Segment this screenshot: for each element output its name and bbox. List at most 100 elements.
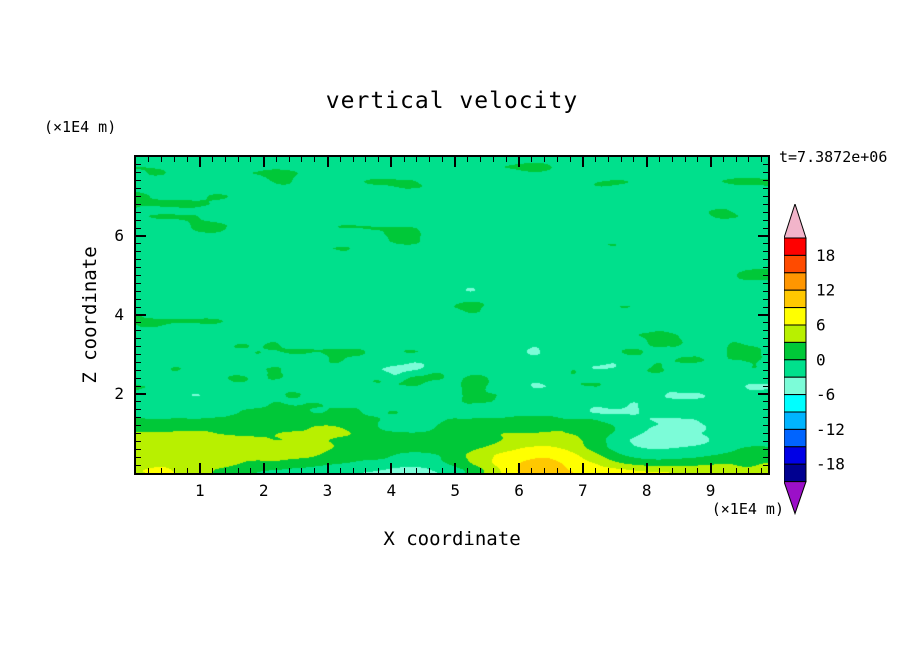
axis-tick	[763, 385, 768, 387]
axis-tick	[595, 468, 597, 473]
axis-tick	[763, 164, 768, 166]
axis-tick	[763, 346, 768, 348]
axis-tick	[763, 243, 768, 245]
axis-tick	[763, 306, 768, 308]
axis-tick	[136, 354, 141, 355]
axis-tick	[763, 180, 768, 182]
axis-tick	[136, 448, 141, 450]
axis-tick	[684, 468, 686, 473]
axis-tick	[136, 456, 141, 458]
axis-tick	[275, 468, 277, 473]
axis-tick	[658, 157, 660, 162]
colorbar-band	[783, 428, 807, 448]
axis-tick	[136, 180, 141, 182]
axis-tick	[326, 157, 329, 167]
axis-tick	[288, 157, 290, 162]
axis-tick	[763, 282, 768, 284]
axis-tick	[136, 306, 141, 308]
axis-tick	[148, 468, 150, 473]
axis-tick	[633, 157, 635, 162]
axis-tick	[454, 463, 457, 473]
axis-tick	[544, 468, 546, 473]
axis-tick	[556, 157, 558, 162]
x-tick-label: 2	[258, 481, 269, 500]
axis-tick	[288, 468, 290, 473]
axis-tick	[556, 468, 558, 473]
axis-tick	[763, 267, 768, 269]
axis-tick	[607, 157, 609, 162]
axis-tick	[314, 468, 316, 473]
axis-tick	[339, 468, 341, 473]
axis-tick	[763, 203, 768, 205]
axis-tick	[275, 157, 277, 162]
axis-tick	[429, 157, 431, 162]
axis-tick	[403, 468, 405, 473]
axis-tick	[763, 219, 768, 221]
axis-tick	[441, 468, 443, 473]
axis-tick	[748, 468, 750, 473]
axis-tick	[748, 157, 750, 162]
axis-tick	[658, 468, 660, 473]
colorbar-over-arrow	[783, 202, 807, 239]
axis-tick	[212, 468, 214, 473]
axis-tick	[763, 290, 768, 292]
axis-tick	[633, 468, 635, 473]
axis-tick	[136, 219, 141, 221]
axis-tick	[763, 361, 768, 363]
axis-tick	[136, 409, 141, 411]
axis-tick	[148, 157, 150, 162]
colorbar-band	[783, 272, 807, 291]
axis-tick	[212, 157, 214, 162]
y-axis-unit-label: (×1E4 m)	[44, 118, 117, 136]
colorbar-band	[783, 341, 807, 361]
axis-tick	[237, 157, 239, 162]
axis-tick	[136, 282, 141, 284]
axis-tick	[620, 468, 622, 473]
axis-tick	[136, 433, 141, 434]
axis-tick	[173, 157, 175, 162]
axis-tick	[352, 157, 354, 162]
axis-tick	[722, 157, 724, 162]
axis-tick	[416, 468, 418, 473]
axis-tick	[758, 235, 768, 237]
axis-tick	[763, 440, 768, 442]
axis-tick	[136, 440, 141, 442]
axis-tick	[492, 157, 494, 162]
axis-tick	[569, 157, 571, 162]
axis-tick	[763, 251, 768, 253]
axis-tick	[136, 259, 141, 261]
axis-tick	[416, 157, 418, 162]
axis-tick	[595, 157, 597, 162]
axis-tick	[301, 157, 303, 162]
axis-tick	[454, 157, 457, 167]
axis-tick	[136, 298, 141, 300]
axis-tick	[136, 425, 141, 427]
x-tick-label: 9	[705, 481, 716, 500]
axis-tick	[763, 433, 768, 434]
axis-tick	[198, 157, 201, 167]
axis-tick	[684, 157, 686, 162]
axis-tick	[763, 409, 768, 411]
axis-tick	[250, 468, 252, 473]
x-tick-label: 8	[641, 481, 652, 500]
axis-tick	[763, 330, 768, 332]
axis-tick	[237, 468, 239, 473]
axis-tick	[505, 157, 507, 162]
colorbar-band	[783, 254, 807, 274]
axis-tick	[518, 157, 521, 167]
axis-tick	[378, 468, 380, 473]
axis-tick	[136, 393, 146, 395]
axis-tick	[480, 468, 482, 473]
axis-tick	[531, 157, 533, 162]
axis-tick	[581, 463, 584, 473]
axis-tick	[645, 463, 648, 473]
axis-tick	[735, 468, 737, 473]
colorbar-band	[783, 394, 807, 413]
colorbar-label: 6	[816, 316, 826, 335]
axis-tick	[505, 468, 507, 473]
axis-tick	[709, 157, 712, 167]
colorbar-band	[783, 324, 807, 343]
colorbar-label: -18	[816, 455, 845, 474]
axis-tick	[763, 211, 768, 213]
